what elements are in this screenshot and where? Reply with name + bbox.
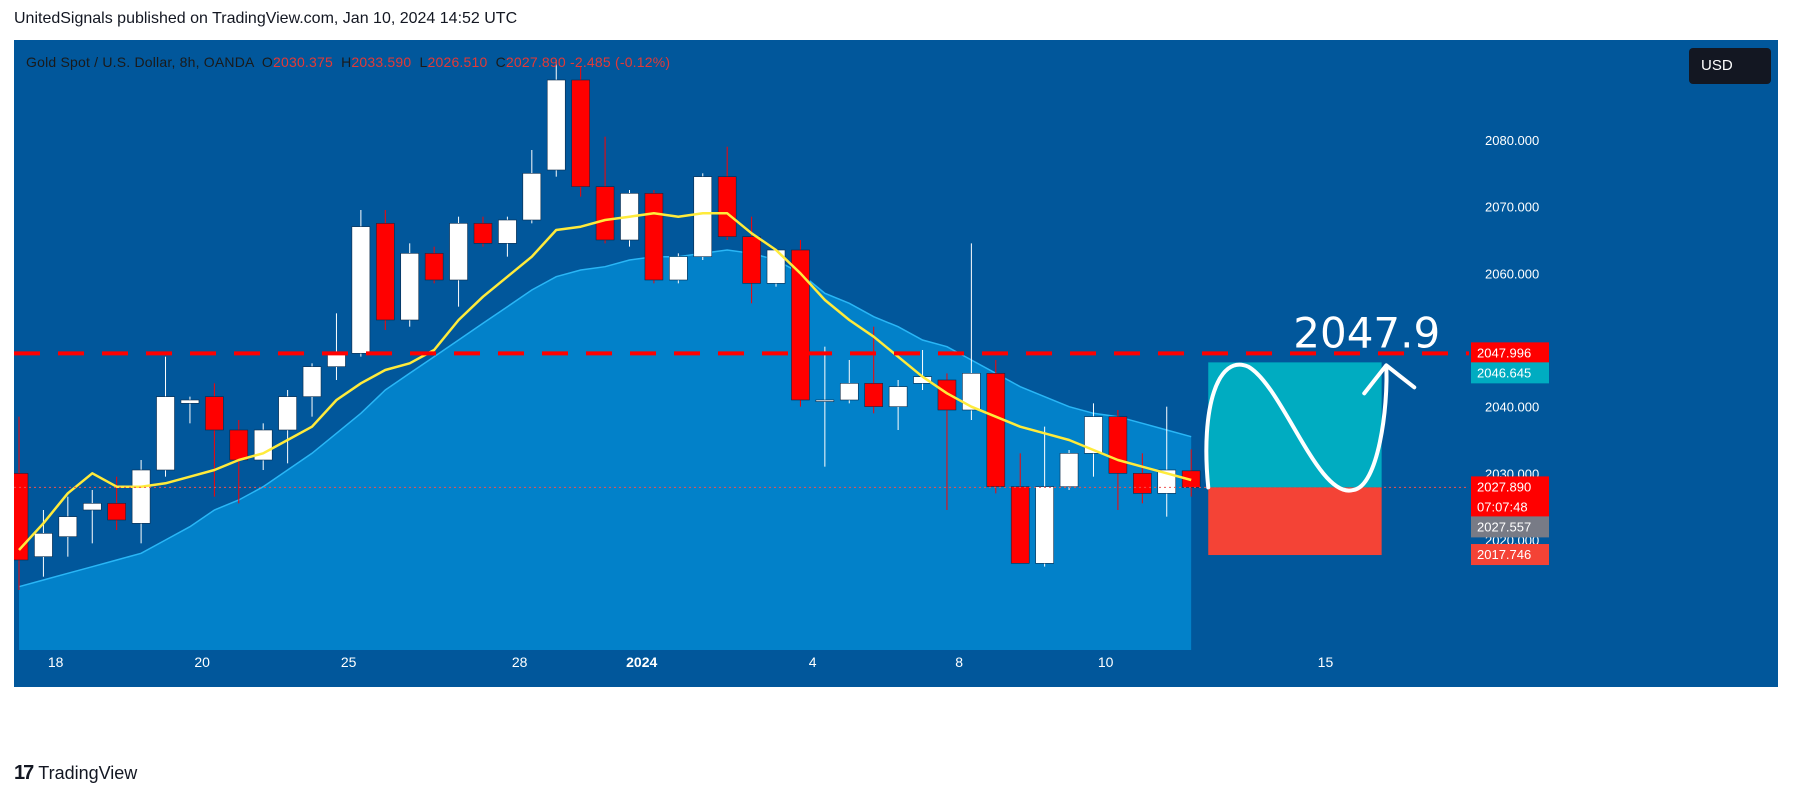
axis-price-tag bbox=[1471, 496, 1549, 518]
tradingview-logo-icon: 17 bbox=[14, 762, 34, 784]
x-tick-label: 4 bbox=[809, 654, 817, 670]
time-axis-strip bbox=[14, 650, 1778, 687]
axis-price-tag-label: 07:07:48 bbox=[1477, 499, 1528, 514]
axis-price-tag-label: 2027.557 bbox=[1477, 519, 1531, 534]
low-label: L bbox=[419, 54, 428, 70]
axis-price-tag bbox=[1471, 516, 1549, 538]
bullish-candle bbox=[156, 396, 175, 471]
bullish-candle bbox=[131, 469, 151, 524]
bearish-candle bbox=[595, 186, 615, 241]
axis-price-tag bbox=[1471, 476, 1549, 498]
bearish-candle bbox=[717, 176, 737, 237]
bearish-candle bbox=[1133, 473, 1152, 494]
open-label: O bbox=[261, 54, 273, 70]
bearish-candle bbox=[205, 396, 224, 431]
x-tick-label: 10 bbox=[1098, 654, 1114, 670]
bullish-candle bbox=[1059, 453, 1079, 487]
bearish-candle bbox=[937, 379, 957, 411]
change-value: -2.485 (-0.12%) bbox=[569, 54, 671, 70]
symbol-title[interactable]: Gold Spot / U.S. Dollar, 8h, OANDA bbox=[26, 54, 254, 70]
bullish-candle bbox=[669, 256, 688, 281]
publisher-caption: UnitedSignals published on TradingView.c… bbox=[14, 10, 518, 27]
y-tick-label: 2040.000 bbox=[1485, 400, 1539, 415]
bearish-candle bbox=[1010, 486, 1030, 564]
bullish-candle bbox=[839, 383, 859, 401]
high-value: 2033.590 bbox=[351, 54, 412, 70]
bearish-candle bbox=[375, 223, 395, 321]
currency-button[interactable]: USD bbox=[1689, 48, 1771, 84]
bullish-candle bbox=[1035, 486, 1054, 564]
bullish-candle bbox=[302, 366, 322, 397]
footer-brand[interactable]: 17 TradingView bbox=[14, 762, 137, 785]
ema-line bbox=[18, 212, 1192, 551]
x-tick-label: 28 bbox=[512, 654, 528, 670]
axis-price-tag-label: 2047.996 bbox=[1477, 345, 1531, 360]
close-label: C bbox=[495, 54, 506, 70]
low-value: 2026.510 bbox=[427, 54, 488, 70]
bearish-candle bbox=[571, 79, 590, 187]
x-tick-label: 15 bbox=[1318, 654, 1334, 670]
bullish-candle bbox=[58, 516, 78, 537]
bullish-candle bbox=[278, 396, 297, 431]
y-tick-label: 2080.000 bbox=[1485, 133, 1539, 148]
axis-price-tag-label: 2027.890 bbox=[1477, 479, 1531, 494]
axis-price-tag bbox=[1471, 544, 1549, 566]
x-tick-label: 8 bbox=[955, 654, 963, 670]
open-value: 2030.375 bbox=[272, 54, 333, 70]
target-zone bbox=[1208, 362, 1382, 488]
bullish-candle bbox=[180, 399, 200, 404]
bullish-candle bbox=[888, 386, 908, 407]
projection-arrowhead-icon bbox=[1362, 363, 1417, 396]
y-tick-label: 2070.000 bbox=[1485, 200, 1539, 215]
x-tick-label: 2024 bbox=[626, 654, 657, 670]
axis-price-tag-label: 2046.645 bbox=[1477, 365, 1531, 380]
bullish-candle bbox=[693, 176, 713, 257]
x-tick-label: 18 bbox=[48, 654, 64, 670]
bullish-candle bbox=[351, 226, 371, 354]
y-tick-label: 2060.000 bbox=[1485, 266, 1539, 281]
bearish-candle bbox=[14, 473, 29, 561]
bearish-candle bbox=[1108, 416, 1128, 474]
bearish-candle bbox=[644, 193, 664, 281]
price-chart[interactable]: 2047.92020.0002030.0002040.0002060.00020… bbox=[14, 40, 1778, 745]
tradingview-brand-text: TradingView bbox=[38, 763, 138, 783]
close-value: 2027.890 bbox=[505, 54, 566, 70]
bullish-candle bbox=[253, 429, 273, 461]
bullish-candle bbox=[522, 173, 542, 221]
high-label: H bbox=[341, 54, 352, 70]
bullish-candle bbox=[82, 503, 102, 511]
bearish-candle bbox=[986, 373, 1006, 487]
x-tick-label: 25 bbox=[341, 654, 357, 670]
bearish-candle bbox=[473, 223, 493, 244]
target-annotation-label: 2047.9 bbox=[1293, 308, 1440, 357]
stop-zone bbox=[1208, 487, 1382, 556]
projection-curve bbox=[1204, 362, 1389, 493]
bearish-candle bbox=[107, 503, 126, 521]
moving-average-area bbox=[19, 250, 1192, 650]
bullish-candle bbox=[34, 533, 53, 557]
ohlc-legend: Gold Spot / U.S. Dollar, 8h, OANDA O2030… bbox=[26, 54, 670, 70]
bullish-candle bbox=[815, 399, 835, 402]
bearish-candle bbox=[791, 249, 810, 401]
bullish-candle bbox=[400, 253, 420, 321]
bullish-candle bbox=[546, 79, 566, 171]
bullish-candle bbox=[1084, 416, 1103, 454]
bullish-candle bbox=[449, 223, 468, 281]
axis-price-tag-label: 2017.746 bbox=[1477, 547, 1531, 562]
bullish-candle bbox=[498, 219, 517, 244]
x-tick-label: 20 bbox=[194, 654, 210, 670]
axis-price-tag bbox=[1471, 342, 1549, 364]
bearish-candle bbox=[424, 253, 444, 281]
bullish-candle bbox=[962, 373, 981, 411]
bearish-candle bbox=[742, 236, 761, 284]
chart-container[interactable]: 2047.9 2020.000 2030.000 2040.000 2060.000 20… bbox=[14, 40, 1778, 745]
axis-price-tag bbox=[1471, 362, 1549, 384]
bearish-candle bbox=[229, 429, 249, 461]
bearish-candle bbox=[864, 383, 884, 407]
